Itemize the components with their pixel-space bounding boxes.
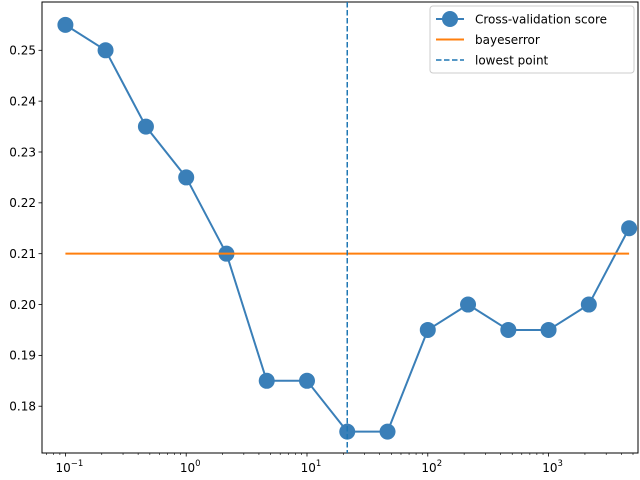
data-point: [57, 16, 74, 33]
y-axis: 0.18 0.19 0.20 0.21 0.22 0.23 0.24 0.25: [9, 44, 42, 414]
data-point: [580, 296, 597, 313]
x-tick-label: 101: [301, 459, 322, 475]
legend-swatch-marker: [442, 11, 458, 27]
data-point: [460, 296, 477, 313]
data-point: [540, 321, 557, 338]
y-tick-label: 0.20: [9, 298, 36, 312]
y-tick-label: 0.21: [9, 247, 36, 261]
data-point: [379, 423, 396, 440]
data-point: [298, 372, 315, 389]
y-tick-label: 0.25: [9, 44, 36, 58]
x-tick-exponent: 3: [558, 459, 563, 469]
x-tick-base: 10: [56, 461, 71, 475]
y-tick-label: 0.24: [9, 94, 36, 108]
x-tick-base: 10: [421, 461, 436, 475]
x-tick-exponent: −1: [71, 459, 84, 469]
plot-area: [41, 1, 639, 454]
x-tick-exponent: 1: [316, 459, 321, 469]
data-point: [178, 169, 195, 186]
data-point: [97, 42, 114, 59]
legend-box: [429, 5, 635, 74]
x-tick-label: 100: [180, 459, 201, 475]
x-tick-label: 102: [421, 459, 442, 475]
legend: Cross-validation score bayeserror lowest p…: [429, 5, 635, 74]
legend-label: lowest point: [475, 53, 549, 67]
data-point: [339, 423, 356, 440]
x-tick-base: 10: [180, 461, 195, 475]
x-axis: 10−1 100 101 102 103: [46, 453, 634, 475]
axes-frame: [41, 1, 639, 454]
y-tick-label: 0.18: [9, 400, 36, 414]
x-tick-label: 10−1: [56, 459, 84, 475]
legend-label: bayeserror: [475, 33, 540, 47]
x-tick-label: 103: [542, 459, 563, 475]
y-tick-label: 0.19: [9, 349, 36, 363]
data-point: [500, 321, 517, 338]
data-point: [137, 118, 154, 135]
x-tick-base: 10: [301, 461, 316, 475]
x-tick-base: 10: [542, 461, 557, 475]
y-tick-label: 0.22: [9, 196, 36, 210]
legend-label: Cross-validation score: [475, 12, 607, 26]
x-tick-exponent: 0: [195, 459, 200, 469]
y-tick-label: 0.23: [9, 145, 36, 159]
x-tick-exponent: 2: [437, 459, 442, 469]
data-point: [258, 372, 275, 389]
data-point: [419, 321, 436, 338]
data-point: [621, 220, 638, 237]
